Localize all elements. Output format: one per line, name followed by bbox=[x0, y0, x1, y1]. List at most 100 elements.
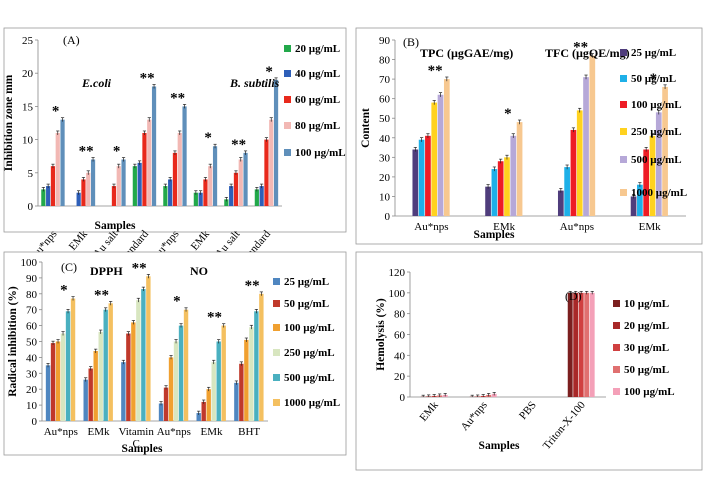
significance-mark: ** bbox=[231, 137, 246, 153]
y-axis-label: Radical inhibition (%) bbox=[7, 286, 19, 397]
panel-label: (C) bbox=[61, 260, 77, 274]
category-label: Vitamin C bbox=[118, 426, 154, 450]
bar-50-g-mL-cat3 bbox=[584, 292, 590, 397]
x-axis-label: Samples bbox=[474, 229, 515, 241]
y-tick-label: 0 bbox=[28, 201, 34, 213]
bar-50-g-mL-cat3 bbox=[163, 387, 169, 421]
significance-mark: ** bbox=[79, 144, 94, 160]
significance-mark: * bbox=[52, 104, 60, 120]
bar-500-g-mL-cat3 bbox=[655, 112, 662, 216]
bar-500-g-mL-cat4 bbox=[216, 341, 221, 421]
bar-50-g-mL-cat2 bbox=[564, 167, 570, 216]
legend-entry: 30 µg/mL bbox=[624, 342, 669, 354]
bar-100-g-mL-cat3 bbox=[168, 357, 174, 421]
y-tick-label: 70 bbox=[26, 305, 38, 317]
legend-swatch bbox=[273, 300, 280, 307]
bar-50-g-mL-cat3 bbox=[637, 184, 643, 216]
bar-50-g-mL-cat0 bbox=[418, 139, 425, 216]
legend-entry: 50 µg/mL bbox=[284, 298, 329, 310]
legend-entry: 500 µg/mL bbox=[284, 372, 335, 384]
bar-1000-g-mL-cat1 bbox=[108, 303, 113, 421]
bar-60-g-mL-cat2 bbox=[111, 186, 117, 206]
significance-mark: * bbox=[60, 283, 68, 299]
bar-100-g-mL-cat1 bbox=[491, 393, 497, 397]
legend-entry: 10 µg/mL bbox=[624, 298, 669, 310]
legend-swatch bbox=[273, 349, 280, 356]
bar-80-g-mL-cat4 bbox=[177, 132, 182, 206]
category-label: Au*nps bbox=[44, 426, 78, 438]
bar-100-g-mL-cat5 bbox=[212, 146, 218, 206]
bar-500-g-mL-cat5 bbox=[254, 311, 259, 421]
bar-20-g-mL-cat0 bbox=[41, 189, 46, 206]
bar-80-g-mL-cat0 bbox=[55, 132, 60, 206]
bar-1000-g-mL-cat4 bbox=[221, 325, 226, 421]
legend-entry: 100 µg/mL bbox=[631, 99, 682, 111]
bar-80-g-mL-cat2 bbox=[116, 166, 121, 206]
y-tick-label: 80 bbox=[26, 289, 38, 301]
bar-1000-g-mL-cat5 bbox=[259, 293, 264, 421]
bar-25-g-mL-cat4 bbox=[196, 413, 201, 421]
y-tick-label: 80 bbox=[394, 309, 406, 321]
bar-100-g-mL-cat5 bbox=[244, 339, 249, 421]
bar-25-g-mL-cat3 bbox=[158, 403, 164, 421]
legend-entry: 80 µg/mL bbox=[295, 120, 340, 132]
bar-100-g-mL-cat0 bbox=[60, 119, 65, 206]
bar-1000-g-mL-cat3 bbox=[183, 309, 189, 421]
group-label: NO bbox=[190, 264, 208, 278]
bar-80-g-mL-cat1 bbox=[86, 172, 91, 206]
significance-mark: ** bbox=[428, 63, 443, 79]
bar-250-g-mL-cat3 bbox=[173, 341, 179, 421]
group-label: B. subtilis bbox=[229, 76, 280, 90]
bar-60-g-mL-cat3 bbox=[142, 132, 147, 206]
bar-100-g-mL-cat4 bbox=[182, 106, 187, 206]
bar-40-g-mL-cat4 bbox=[168, 179, 173, 206]
legend-swatch bbox=[273, 278, 280, 285]
y-tick-label: 40 bbox=[379, 133, 391, 145]
legend-swatch bbox=[284, 96, 291, 103]
bar-60-g-mL-cat4 bbox=[172, 152, 178, 206]
legend-swatch bbox=[620, 156, 627, 163]
bar-20-g-mL-cat7 bbox=[254, 189, 259, 206]
y-tick-label: 100 bbox=[21, 257, 38, 269]
panel-frame bbox=[355, 251, 703, 471]
legend-swatch bbox=[620, 75, 627, 82]
legend-swatch bbox=[613, 366, 620, 373]
legend-entry: 100 µg/mL bbox=[624, 386, 675, 398]
legend-entry: 20 µg/mL bbox=[295, 43, 340, 55]
bar-25-g-mL-cat0 bbox=[412, 149, 419, 216]
legend-swatch bbox=[613, 388, 620, 395]
bar-25-g-mL-cat2 bbox=[557, 190, 564, 216]
bar-40-g-mL-cat7 bbox=[259, 186, 264, 206]
legend-entry: 250 µg/mL bbox=[284, 347, 335, 359]
category-label: EMk bbox=[201, 426, 224, 438]
significance-mark: ** bbox=[140, 70, 155, 86]
significance-mark: * bbox=[504, 106, 512, 122]
legend-swatch bbox=[613, 300, 620, 307]
legend-swatch bbox=[284, 70, 291, 77]
bar-40-g-mL-cat6 bbox=[229, 186, 234, 206]
bar-100-g-mL-cat2 bbox=[121, 159, 126, 206]
legend-swatch bbox=[273, 324, 280, 331]
bar-60-g-mL-cat1 bbox=[81, 179, 86, 206]
category-label: Au*nps bbox=[560, 221, 594, 233]
legend-entry: 25 µg/mL bbox=[284, 276, 329, 288]
bar-500-g-mL-cat1 bbox=[510, 135, 517, 216]
bar-50-g-mL-cat4 bbox=[201, 401, 206, 421]
bar-100-g-mL-cat3 bbox=[589, 292, 595, 397]
y-tick-label: 0 bbox=[32, 416, 38, 428]
bar-50-g-mL-cat1 bbox=[491, 169, 498, 216]
legend-entry: 60 µg/mL bbox=[295, 94, 340, 106]
panel-label: (A) bbox=[63, 33, 80, 47]
bar-20-g-mL-cat3 bbox=[132, 166, 137, 206]
legend-entry: 100 µg/mL bbox=[295, 147, 346, 159]
x-axis-label: Samples bbox=[95, 220, 136, 232]
bar-100-g-mL-cat1 bbox=[93, 351, 98, 421]
bar-100-g-mL-cat6 bbox=[243, 152, 248, 206]
bar-30-g-mL-cat3 bbox=[578, 292, 584, 397]
x-axis-label: Samples bbox=[479, 440, 520, 452]
y-tick-label: 50 bbox=[379, 113, 391, 125]
significance-mark: ** bbox=[207, 310, 222, 326]
y-tick-label: 25 bbox=[22, 35, 34, 47]
bar-250-g-mL-cat5 bbox=[249, 327, 254, 421]
